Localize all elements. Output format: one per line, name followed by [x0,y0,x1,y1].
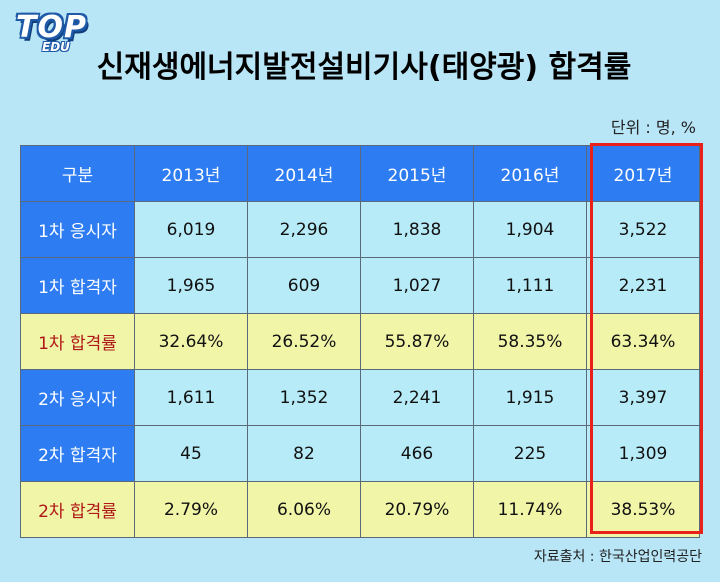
table-cell: 225 [473,425,587,482]
table-cell: 38.53% [586,481,700,538]
table-cell: 6.06% [247,481,361,538]
table-cell: 32.64% [134,313,248,370]
table-row: 1차 응시자 6,019 2,296 1,838 1,904 3,522 [20,201,700,258]
table-cell: 3,522 [586,201,700,258]
table-cell: 1,965 [134,257,248,314]
table-cell: 63.34% [586,313,700,370]
table-cell: 609 [247,257,361,314]
row-label: 1차 합격자 [20,257,135,314]
table-cell: 2,231 [586,257,700,314]
logo-sub: EDU [42,40,70,54]
row-label: 2차 응시자 [20,369,135,426]
header-cell: 2016년 [473,145,587,202]
source-note: 자료출처 : 한국산업인력공단 [533,549,702,565]
table-cell: 2,241 [360,369,474,426]
logo-main: TOP [16,10,87,45]
table-cell: 2,296 [247,201,361,258]
header-cell: 2015년 [360,145,474,202]
table-row-rate: 1차 합격률 32.64% 26.52% 55.87% 58.35% 63.34… [20,313,700,370]
unit-label: 단위 : 명, % [610,118,696,137]
page-title: 신재생에너지발전설비기사(태양광) 합격률 [96,50,632,85]
header-cell: 구분 [20,145,135,202]
table-cell: 45 [134,425,248,482]
table-row: 2차 합격자 45 82 466 225 1,309 [20,425,700,482]
header-cell: 2017년 [586,145,700,202]
row-label: 2차 합격자 [20,425,135,482]
table-cell: 82 [247,425,361,482]
header-cell: 2013년 [134,145,248,202]
table-cell: 26.52% [247,313,361,370]
table-cell: 1,904 [473,201,587,258]
header-cell: 2014년 [247,145,361,202]
table-cell: 11.74% [473,481,587,538]
table-cell: 1,309 [586,425,700,482]
table-cell: 20.79% [360,481,474,538]
table-cell: 1,352 [247,369,361,426]
table-row: 2차 응시자 1,611 1,352 2,241 1,915 3,397 [20,369,700,426]
table-header-row: 구분 2013년 2014년 2015년 2016년 2017년 [20,145,700,202]
table-cell: 1,027 [360,257,474,314]
table-cell: 3,397 [586,369,700,426]
table-cell: 6,019 [134,201,248,258]
table-cell: 1,915 [473,369,587,426]
logo: TOP EDU [12,8,94,54]
row-label: 2차 합격률 [20,481,135,538]
table-cell: 1,611 [134,369,248,426]
row-label: 1차 응시자 [20,201,135,258]
pass-rate-table: 구분 2013년 2014년 2015년 2016년 2017년 1차 응시자 … [20,145,700,538]
row-label: 1차 합격률 [20,313,135,370]
table-cell: 58.35% [473,313,587,370]
table-cell: 1,111 [473,257,587,314]
table-row-rate: 2차 합격률 2.79% 6.06% 20.79% 11.74% 38.53% [20,481,700,538]
table-cell: 466 [360,425,474,482]
table-row: 1차 합격자 1,965 609 1,027 1,111 2,231 [20,257,700,314]
table-cell: 2.79% [134,481,248,538]
table-cell: 1,838 [360,201,474,258]
table-cell: 55.87% [360,313,474,370]
